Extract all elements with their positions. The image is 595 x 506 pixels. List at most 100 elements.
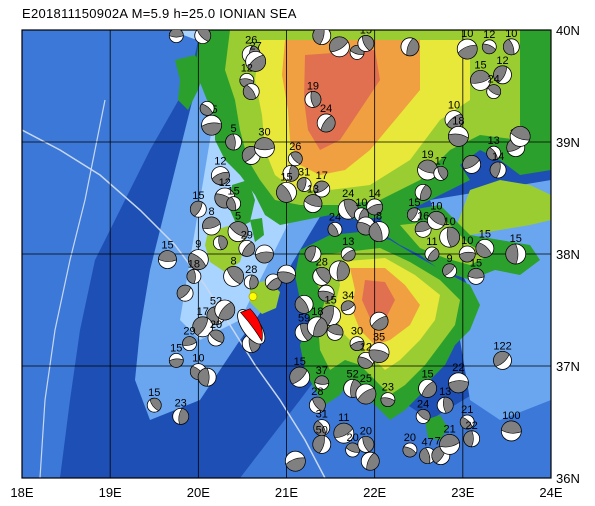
focal-mechanism xyxy=(406,207,422,223)
evia-island xyxy=(455,180,551,235)
map-frame xyxy=(21,29,552,479)
depth-label: 22 xyxy=(452,362,464,374)
depth-label: 100 xyxy=(502,410,520,422)
focal-mechanism xyxy=(212,235,228,251)
focal-mechanism xyxy=(168,352,184,368)
kythira-island xyxy=(425,415,448,440)
depth-label: 15 xyxy=(479,228,491,240)
depth-label: 30 xyxy=(258,127,270,139)
depth-label: 17 xyxy=(197,306,209,318)
peloponnese-peak xyxy=(362,280,395,320)
lat-tick-label: 38N xyxy=(556,247,580,262)
depth-label: 10 xyxy=(505,28,517,40)
focal-mechanism xyxy=(197,367,217,387)
focal-mechanism xyxy=(458,245,476,263)
lat-tick-label: 39N xyxy=(556,135,580,150)
depth-label: 10 xyxy=(461,235,473,247)
focal-mechanism xyxy=(264,273,282,291)
depth-label: 122 xyxy=(493,340,511,352)
lon-tick-label: 23E xyxy=(451,485,474,500)
focal-mechanism xyxy=(214,299,236,321)
main-event-mechanism xyxy=(237,308,266,345)
depth-label: 20 xyxy=(404,432,416,444)
focal-mechanism xyxy=(192,316,214,338)
depth-label: 18 xyxy=(452,115,464,127)
longitude-labels: 18E 19E 20E 21E 22E 23E 24E xyxy=(10,485,562,500)
focal-mechanism xyxy=(202,216,221,236)
focal-mechanism xyxy=(340,246,356,262)
focal-mechanisms: 2026271215151012101215241924255302610181… xyxy=(146,28,531,472)
depth-label: 13 xyxy=(488,135,500,147)
depth-label: 23 xyxy=(382,382,394,394)
focal-mechanism xyxy=(326,323,344,341)
depth-label: 28 xyxy=(245,264,257,276)
focal-mechanism xyxy=(328,36,350,58)
depth-label: 13 xyxy=(439,386,451,398)
focal-mechanism xyxy=(312,434,332,454)
depth-label: 15 xyxy=(470,257,482,269)
depth-label: 15 xyxy=(408,197,420,209)
depth-label: 13 xyxy=(307,184,319,196)
focal-mechanism xyxy=(303,194,323,214)
focal-mechanism xyxy=(187,249,209,271)
depth-label: 9 xyxy=(447,253,453,265)
focal-mechanism xyxy=(355,383,377,405)
depth-label: 12 xyxy=(496,55,508,67)
focal-mechanism xyxy=(415,408,431,424)
focal-mechanism xyxy=(327,221,343,237)
depth-label: 15 xyxy=(280,171,292,183)
focal-mechanism xyxy=(201,114,222,136)
focal-mechanism xyxy=(242,83,260,100)
depth-label: 20 xyxy=(347,432,359,444)
depth-label: 15 xyxy=(170,342,182,354)
fault-line-west xyxy=(39,99,106,478)
focal-mechanism xyxy=(304,245,322,263)
depth-label: 11 xyxy=(426,236,437,248)
focal-mechanism xyxy=(333,422,355,444)
focal-mechanism xyxy=(475,238,495,258)
focal-mechanism xyxy=(400,37,420,57)
focal-mechanism xyxy=(312,30,332,45)
depth-label: 31 xyxy=(298,167,310,179)
focal-mechanism xyxy=(158,250,177,270)
depth-label: 35 xyxy=(373,332,385,344)
focal-mechanism xyxy=(368,342,390,363)
focal-mechanism xyxy=(502,38,520,56)
depth-label: 15 xyxy=(421,368,433,380)
depth-label: 8 xyxy=(208,206,214,218)
focal-mechanism xyxy=(463,430,481,448)
lon-tick-label: 19E xyxy=(99,485,122,500)
depth-label: 10 xyxy=(430,200,442,212)
focal-mechanism xyxy=(210,166,230,186)
focal-mechanism xyxy=(414,183,432,201)
focal-mechanism xyxy=(448,125,469,147)
focal-mechanism xyxy=(146,397,162,413)
focal-mechanism xyxy=(448,372,469,394)
focal-mechanism xyxy=(243,274,259,290)
lat-tick-label: 36N xyxy=(556,471,580,486)
depth-label: 15 xyxy=(161,240,173,252)
depth-label: 23 xyxy=(175,397,187,409)
depth-label: 11 xyxy=(338,412,349,424)
depth-label: 15 xyxy=(227,186,239,198)
focal-mechanism xyxy=(227,221,249,243)
focal-mechanism xyxy=(456,38,478,60)
focal-mechanism xyxy=(349,336,365,352)
focal-mechanism xyxy=(424,246,440,262)
lefkada-island xyxy=(230,180,255,228)
depth-label: 26 xyxy=(289,141,301,153)
depth-label: 15 xyxy=(148,387,160,399)
depth-label: 12 xyxy=(219,177,231,189)
focal-mechanism xyxy=(186,268,202,284)
depth-label: 30 xyxy=(351,326,363,338)
focal-mechanism xyxy=(505,243,527,265)
focal-mechanism xyxy=(439,226,461,248)
depth-label: 22 xyxy=(466,420,478,432)
depth-label: 26 xyxy=(245,35,257,47)
focal-mechanism xyxy=(238,239,256,257)
focal-mechanism xyxy=(436,396,454,414)
lat-tick-label: 37N xyxy=(556,359,580,374)
focal-mechanism xyxy=(442,263,458,279)
focal-mechanism xyxy=(312,266,332,286)
